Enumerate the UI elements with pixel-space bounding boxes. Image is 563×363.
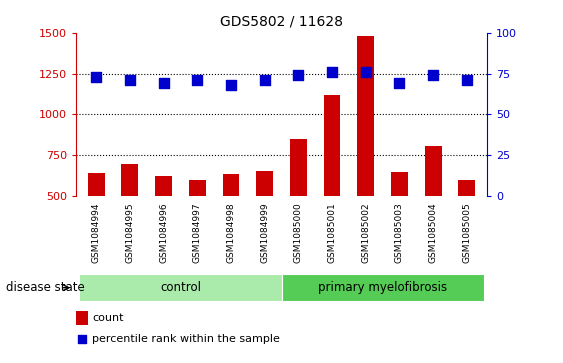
Bar: [324, 95, 341, 278]
Bar: [189, 180, 205, 278]
Text: GSM1085002: GSM1085002: [361, 202, 370, 263]
Bar: [76, 311, 88, 325]
Point: [328, 69, 337, 75]
Point: [226, 82, 235, 88]
Point: [159, 80, 168, 86]
Point: [395, 80, 404, 86]
Bar: [88, 173, 105, 278]
Point: [126, 77, 135, 83]
Bar: [290, 139, 307, 278]
Text: GSM1084994: GSM1084994: [92, 202, 101, 263]
Text: GSM1084999: GSM1084999: [260, 202, 269, 263]
Text: GSM1085003: GSM1085003: [395, 202, 404, 263]
Text: percentile rank within the sample: percentile rank within the sample: [92, 334, 280, 344]
Text: count: count: [92, 313, 124, 323]
Text: GSM1085001: GSM1085001: [328, 202, 337, 263]
Point: [294, 72, 303, 78]
Text: GSM1084996: GSM1084996: [159, 202, 168, 263]
Point: [361, 69, 370, 75]
Text: GSM1084995: GSM1084995: [126, 202, 135, 263]
Bar: [155, 176, 172, 278]
Text: disease state: disease state: [6, 281, 84, 294]
Text: GSM1085000: GSM1085000: [294, 202, 303, 263]
Point: [260, 77, 269, 83]
Text: GSM1085004: GSM1085004: [428, 202, 437, 263]
Point: [193, 77, 202, 83]
Point: [78, 336, 87, 342]
Bar: [458, 180, 475, 278]
Text: GSM1085005: GSM1085005: [462, 202, 471, 263]
Text: GSM1084997: GSM1084997: [193, 202, 202, 263]
Bar: [222, 174, 239, 278]
Point: [92, 74, 101, 79]
Bar: [282, 274, 484, 301]
Bar: [256, 171, 273, 278]
Bar: [358, 36, 374, 278]
Bar: [425, 146, 441, 278]
Text: GSM1084998: GSM1084998: [226, 202, 235, 263]
Text: primary myelofibrosis: primary myelofibrosis: [318, 281, 447, 294]
Point: [462, 77, 471, 83]
Text: control: control: [160, 281, 201, 294]
Point: [428, 72, 437, 78]
Bar: [391, 171, 408, 278]
Bar: [79, 274, 282, 301]
Text: GDS5802 / 11628: GDS5802 / 11628: [220, 15, 343, 29]
Bar: [122, 164, 138, 278]
